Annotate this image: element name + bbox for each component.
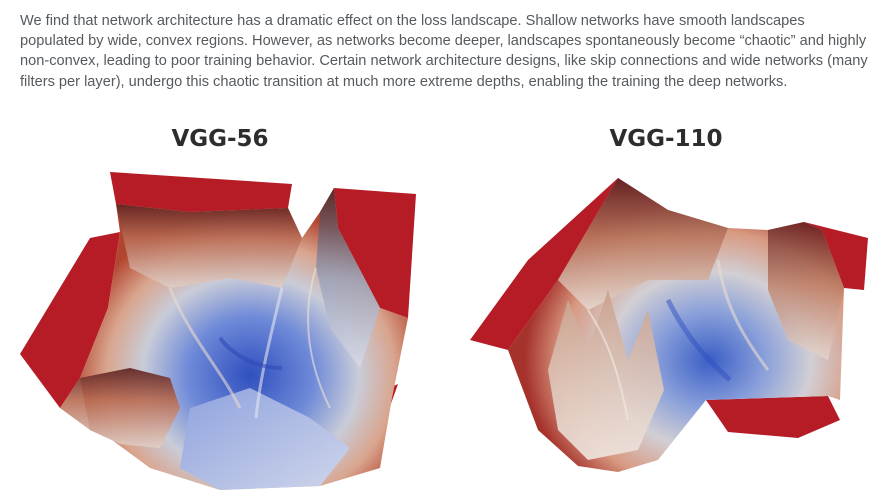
vgg110-title: VGG-110 [609,126,723,152]
vgg56-loss-landscape-image [20,168,422,490]
vgg56-title: VGG-56 [171,126,269,152]
intro-paragraph: We find that network architecture has a … [20,13,868,90]
vgg110-loss-landscape-image [468,170,870,480]
vgg56-surface-render [20,172,416,490]
vgg110-surface-render [470,178,868,472]
